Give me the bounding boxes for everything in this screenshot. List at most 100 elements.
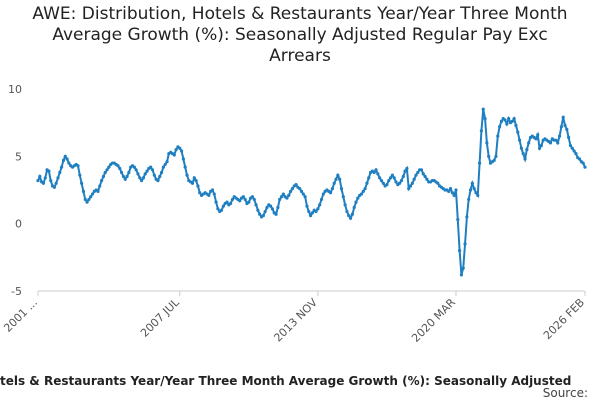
point: [372, 170, 376, 175]
point: [87, 197, 91, 202]
source: Source:: [543, 386, 588, 400]
point: [330, 187, 334, 191]
point: [403, 169, 407, 173]
point: [238, 199, 242, 203]
point: [303, 195, 307, 199]
point: [52, 185, 56, 189]
point: [194, 178, 198, 183]
point: [41, 181, 46, 185]
point: [492, 158, 496, 162]
point: [125, 174, 129, 179]
point: [387, 178, 391, 183]
point: [60, 165, 64, 169]
point: [436, 181, 440, 185]
y-tick-label: 0: [15, 218, 22, 231]
point: [407, 187, 411, 191]
point: [410, 181, 414, 185]
point: [250, 195, 255, 199]
point: [394, 180, 398, 184]
point: [379, 178, 384, 183]
x-tick-label: 2020 MAR: [409, 296, 458, 345]
point: [212, 192, 216, 196]
point: [567, 135, 571, 140]
point: [505, 122, 509, 126]
point: [390, 173, 394, 177]
point: [230, 197, 235, 202]
point: [448, 187, 453, 191]
point: [289, 189, 293, 193]
point: [416, 170, 420, 175]
point: [499, 119, 504, 123]
point: [476, 193, 480, 197]
point: [365, 181, 369, 185]
point: [503, 118, 507, 122]
point: [174, 148, 178, 152]
point: [514, 123, 518, 127]
point: [517, 138, 522, 142]
point: [338, 177, 342, 181]
point: [181, 157, 185, 161]
point: [385, 183, 389, 187]
point: [468, 188, 473, 192]
point: [149, 165, 153, 169]
point: [497, 125, 502, 129]
point: [210, 188, 215, 192]
point: [56, 176, 60, 180]
point: [574, 152, 578, 156]
point: [408, 184, 413, 188]
point: [136, 172, 140, 176]
point: [152, 173, 156, 177]
point: [485, 141, 489, 145]
point: [132, 165, 136, 169]
point: [123, 177, 127, 181]
point: [138, 176, 142, 180]
point: [461, 266, 465, 270]
point: [61, 158, 66, 162]
point: [425, 177, 429, 181]
point: [565, 127, 569, 131]
point: [456, 218, 460, 222]
point: [557, 134, 562, 138]
point: [207, 193, 211, 197]
point: [568, 143, 573, 148]
point: [225, 200, 229, 204]
x-tick-label: 2001 ...: [1, 296, 40, 335]
point: [321, 192, 325, 196]
point: [145, 169, 149, 173]
point: [192, 176, 196, 180]
point: [38, 174, 42, 179]
point: [479, 129, 484, 133]
point: [107, 165, 111, 169]
point: [314, 209, 318, 214]
point: [150, 168, 155, 172]
point: [139, 178, 144, 183]
point: [258, 212, 262, 216]
point: [523, 157, 527, 161]
point: [470, 181, 474, 185]
point: [347, 213, 351, 218]
point: [143, 172, 147, 176]
point: [510, 119, 514, 123]
point: [81, 189, 86, 193]
point: [163, 162, 167, 167]
point: [134, 168, 138, 172]
point: [376, 172, 380, 176]
point: [392, 176, 396, 180]
point: [127, 170, 131, 175]
point: [405, 166, 409, 171]
point: [581, 161, 585, 165]
point: [243, 197, 247, 202]
point: [459, 273, 464, 277]
y-tick-label: -5: [11, 285, 22, 298]
point: [80, 181, 84, 185]
point: [348, 216, 353, 220]
point: [90, 192, 95, 196]
point: [496, 134, 500, 138]
point: [378, 176, 382, 180]
point: [65, 157, 69, 161]
point: [467, 197, 471, 202]
point: [537, 146, 542, 150]
point: [298, 187, 302, 191]
point: [161, 165, 165, 169]
